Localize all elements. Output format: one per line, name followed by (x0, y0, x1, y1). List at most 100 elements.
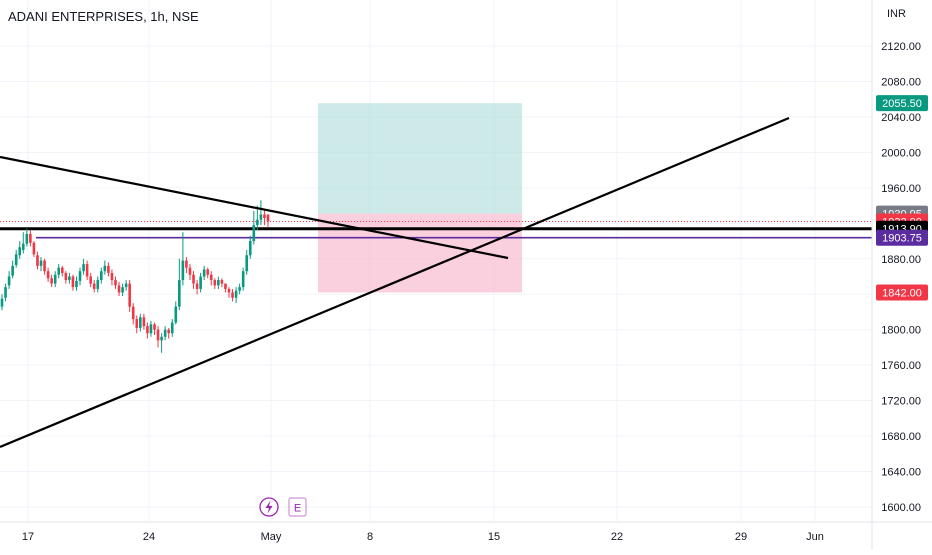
price-tick-label: 2120.00 (881, 41, 921, 53)
candle (107, 262, 110, 277)
candle (29, 230, 32, 247)
time-tick-label: 17 (22, 531, 34, 543)
price-tick-label: 2040.00 (881, 112, 921, 124)
price-label: 2055.50 (876, 95, 928, 112)
candle (25, 228, 29, 247)
candle (92, 280, 96, 293)
candle (135, 315, 139, 334)
candle (114, 276, 117, 289)
time-tick-label: 8 (367, 531, 373, 543)
candle (85, 260, 89, 281)
candle (50, 274, 53, 288)
time-tick-label: 22 (611, 531, 623, 543)
event-icons[interactable]: E (259, 497, 307, 517)
currency-label: INR (887, 8, 906, 20)
candle (202, 265, 206, 281)
candle (103, 260, 107, 275)
svg-text:E: E (294, 503, 301, 515)
time-tick-label: Jun (806, 531, 824, 543)
candle (75, 276, 78, 291)
candle (139, 313, 142, 332)
candle (195, 280, 199, 295)
candle (181, 232, 185, 286)
candle (234, 287, 238, 304)
candle (146, 322, 149, 339)
candle (100, 267, 103, 284)
price-tick-label: 2080.00 (881, 76, 921, 88)
candle (156, 326, 160, 348)
symbol-title: ADANI ENTERPRISES, 1h, NSE (8, 9, 199, 24)
candle (174, 301, 178, 325)
candle (36, 251, 39, 270)
ascending-trendline[interactable] (0, 116, 790, 449)
price-axis[interactable]: 2120.002080.002040.002000.001960.001920.… (872, 0, 932, 550)
candle (206, 267, 210, 279)
horizontal-lines[interactable] (0, 221, 872, 239)
candle (238, 283, 241, 295)
candle (71, 274, 75, 291)
candle (185, 256, 188, 273)
candle (96, 276, 100, 293)
candle (110, 269, 114, 286)
candle (192, 271, 195, 289)
candle (78, 267, 82, 286)
candle (4, 283, 7, 302)
candle (43, 258, 46, 275)
trendlines[interactable] (0, 116, 790, 449)
candle (39, 256, 43, 272)
candle (14, 249, 18, 268)
target-zone[interactable] (318, 103, 522, 214)
time-tick-label: 29 (735, 531, 747, 543)
candle (256, 205, 259, 231)
candle (149, 320, 153, 337)
candle (248, 235, 252, 259)
position-tool[interactable] (318, 103, 522, 293)
price-labels: 2055.501930.951922.001913.901903.751842.… (876, 95, 928, 301)
candle (245, 249, 249, 275)
price-tick-label: 1960.00 (881, 183, 921, 195)
candle (89, 272, 92, 288)
candle (188, 264, 192, 281)
price-tick-label: 1600.00 (881, 502, 921, 514)
candle (217, 276, 220, 289)
candle (128, 280, 131, 312)
candle (220, 278, 224, 288)
candle (142, 313, 146, 330)
price-tick-label: 1680.00 (881, 431, 921, 443)
candle (46, 267, 50, 282)
lightning-icon[interactable] (259, 497, 279, 517)
candle (259, 200, 263, 226)
candle (57, 264, 61, 279)
price-tick-label: 1880.00 (881, 254, 921, 266)
price-tick-label: 1760.00 (881, 360, 921, 372)
candle (64, 271, 68, 284)
descending-trendline[interactable] (0, 155, 509, 260)
svg-text:1842.00: 1842.00 (882, 287, 922, 299)
candle (227, 287, 231, 298)
candle (167, 327, 170, 339)
time-tick-label: 24 (143, 531, 155, 543)
price-tick-label: 2000.00 (881, 147, 921, 159)
candle (82, 258, 85, 275)
price-tick-label: 1640.00 (881, 467, 921, 479)
candle (213, 278, 217, 289)
candle (178, 258, 181, 311)
candle (241, 267, 245, 291)
candle (0, 294, 4, 311)
price-tick-label: 1800.00 (881, 325, 921, 337)
price-axis-bg (872, 0, 932, 550)
candle (68, 272, 71, 284)
price-tick-label: 1720.00 (881, 396, 921, 408)
earnings-e-icon[interactable]: E (288, 497, 307, 517)
time-tick-label: May (261, 531, 282, 543)
candle (11, 260, 14, 279)
candle (131, 303, 135, 325)
time-tick-label: 15 (488, 531, 500, 543)
candle (170, 319, 174, 337)
candle (60, 265, 64, 277)
candle (7, 271, 11, 289)
candle (121, 283, 124, 297)
